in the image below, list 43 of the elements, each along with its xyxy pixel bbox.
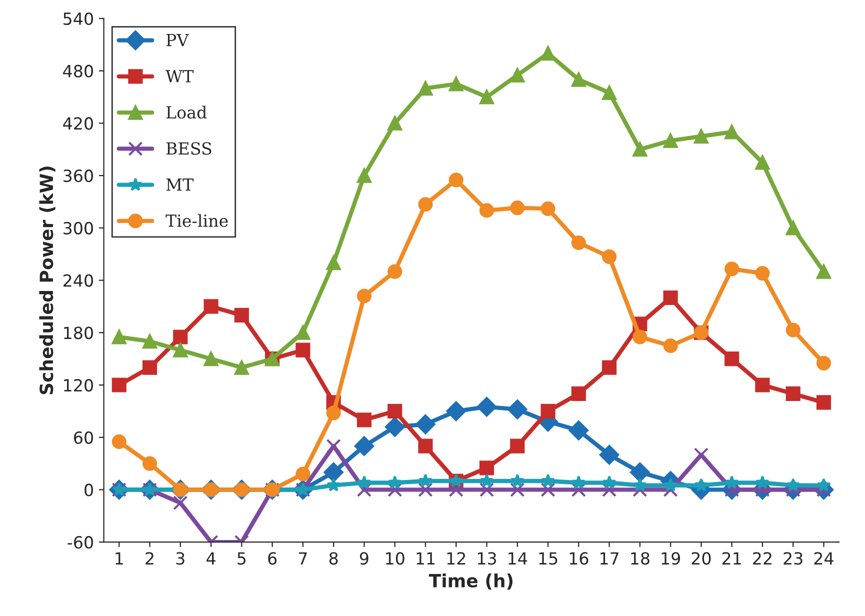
legend-label: PV: [166, 34, 189, 46]
y-axis-title: Scheduled Power (kW): [39, 166, 56, 394]
legend-label: Tie-line: [166, 214, 228, 228]
x-tick-label: 11: [416, 552, 435, 564]
y-tick-label: 180: [64, 326, 93, 340]
legend-label: Load: [166, 106, 207, 119]
x-tick-label: 2: [146, 552, 154, 564]
y-tick-label: 120: [64, 378, 93, 392]
y-tick-label: 540: [64, 12, 93, 26]
x-tick-label: 18: [631, 552, 650, 565]
y-tick-label: 240: [63, 274, 93, 287]
x-tick-label: 24: [814, 552, 834, 564]
x-tick-label: 16: [570, 552, 588, 565]
legend-label: WT: [166, 70, 194, 82]
x-tick-label: 8: [329, 552, 338, 565]
y-tick-label: 60: [74, 431, 93, 444]
legend-label: MT: [166, 178, 194, 191]
y-tick-label: 420: [63, 117, 93, 130]
x-tick-label: 20: [692, 552, 711, 565]
x-tick-label: 23: [784, 552, 802, 565]
x-tick-label: 3: [176, 552, 184, 565]
x-tick-label: 7: [298, 552, 307, 564]
legend-label: BESS: [166, 142, 212, 155]
x-tick-label: 14: [508, 552, 528, 564]
x-tick-label: 1: [116, 552, 123, 564]
x-tick-label: 19: [662, 552, 680, 565]
x-tick-label: 12: [447, 552, 466, 564]
y-tick-label: 360: [64, 170, 93, 182]
x-tick-label: 10: [386, 552, 404, 565]
x-tick-label: 13: [478, 552, 496, 565]
x-tick-label: 17: [600, 552, 618, 564]
x-tick-label: 4: [206, 552, 216, 564]
y-tick-label: -60: [68, 536, 93, 549]
x-tick-label: 22: [753, 552, 772, 564]
x-tick-label: 9: [360, 552, 368, 565]
x-tick-label: 5: [238, 552, 246, 565]
x-tick-label: 15: [539, 552, 558, 565]
y-tick-label: 480: [63, 64, 93, 78]
x-axis-title: Time (h): [428, 573, 512, 590]
y-tick-label: 0: [84, 484, 93, 496]
x-tick-label: 6: [268, 552, 277, 565]
x-tick-label: 21: [722, 552, 741, 564]
y-tick-label: 300: [64, 222, 93, 234]
